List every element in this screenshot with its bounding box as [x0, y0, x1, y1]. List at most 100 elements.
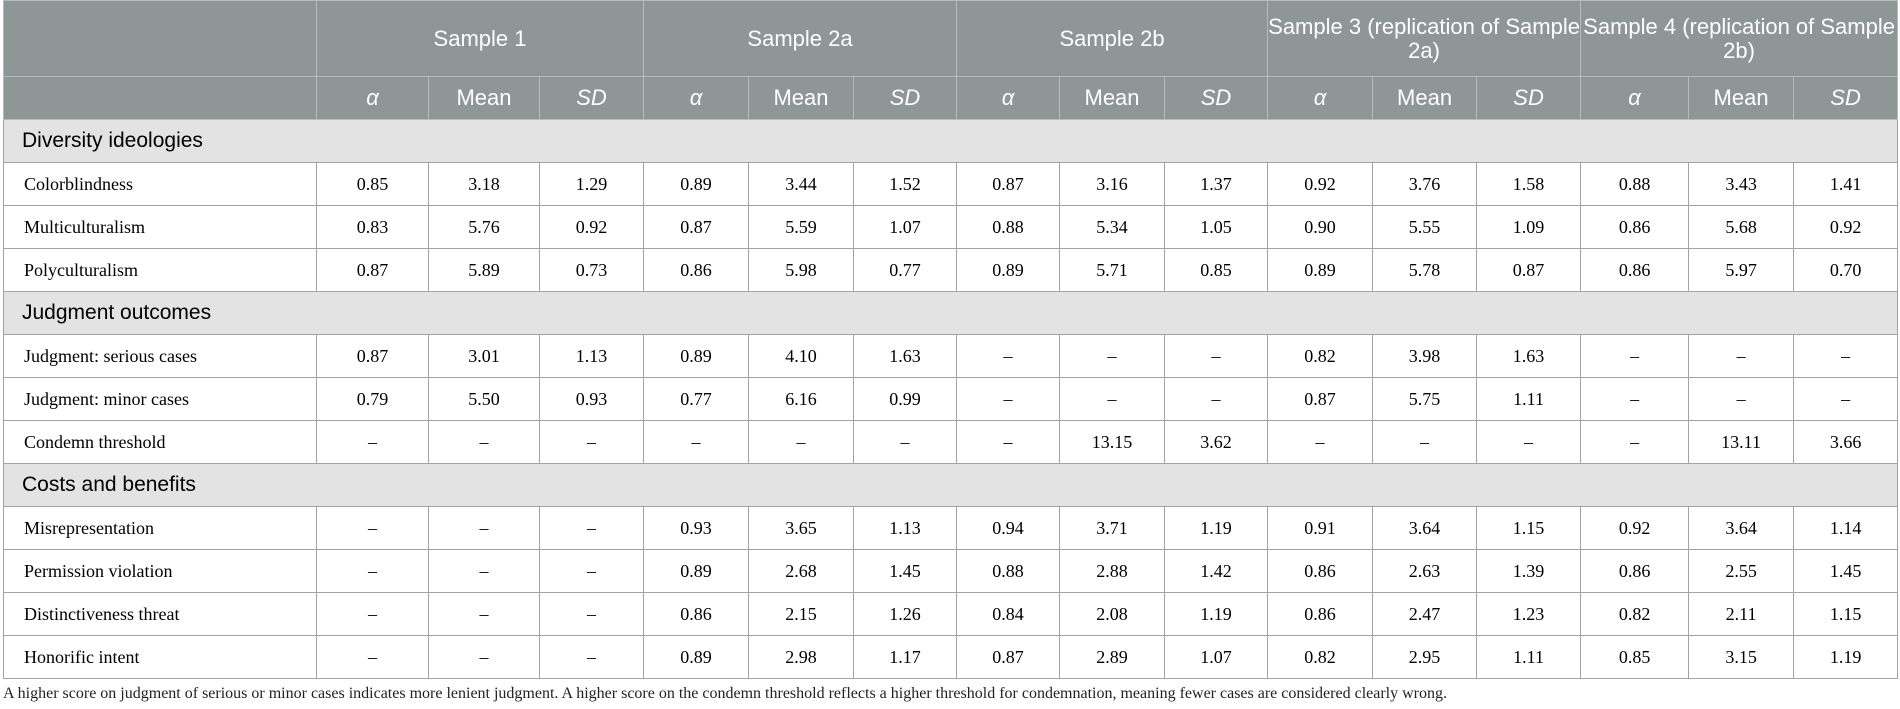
data-row: Polyculturalism 0.87 5.89 0.73 0.86 5.98 0.77 0… — [3, 248, 1899, 292]
cell: 0.87 — [956, 162, 1061, 206]
subheader: α — [316, 76, 429, 120]
cell: 5.76 — [428, 205, 540, 249]
cell: – — [853, 420, 958, 464]
cell: 1.63 — [1476, 334, 1582, 378]
cell: 1.13 — [538, 334, 645, 378]
subheader: SD — [853, 76, 958, 120]
cell: 2.95 — [1372, 635, 1478, 679]
cell: – — [1267, 420, 1374, 464]
cell: – — [538, 549, 645, 593]
subheader: Mean — [1372, 76, 1478, 120]
subheader: α — [1580, 76, 1690, 120]
data-row: Judgment: serious cases 0.87 3.01 1.13 0.89 4… — [3, 334, 1899, 378]
cell: 2.11 — [1688, 592, 1795, 636]
data-row: Multiculturalism 0.83 5.76 0.92 0.87 5.59 1.07… — [3, 205, 1899, 249]
cell: 0.82 — [1267, 635, 1374, 679]
cell: 0.90 — [1267, 205, 1374, 249]
row-label: Judgment: minor cases — [3, 377, 317, 421]
cell: 2.63 — [1372, 549, 1478, 593]
cell: 5.59 — [748, 205, 855, 249]
corner-cell — [3, 76, 317, 120]
cell: – — [428, 592, 540, 636]
cell: 2.55 — [1688, 549, 1795, 593]
row-label: Judgment: serious cases — [3, 334, 317, 378]
cell: 5.34 — [1059, 205, 1166, 249]
cell: – — [428, 506, 540, 550]
row-label: Multiculturalism — [3, 205, 317, 249]
cell: 3.18 — [428, 162, 540, 206]
cell: 5.68 — [1688, 205, 1795, 249]
group-header: Sample 1 — [315, 0, 645, 77]
cell: 0.89 — [643, 334, 750, 378]
cell: 5.89 — [428, 248, 540, 292]
cell: 0.87 — [643, 205, 750, 249]
cell: 5.98 — [748, 248, 855, 292]
cell: 0.86 — [1267, 592, 1374, 636]
cell: 0.92 — [1793, 205, 1899, 249]
cell: 0.79 — [316, 377, 429, 421]
row-label: Distinctiveness threat — [3, 592, 317, 636]
cell: 0.87 — [316, 248, 429, 292]
cell: – — [316, 592, 429, 636]
cell: 0.89 — [643, 549, 750, 593]
cell: 2.89 — [1059, 635, 1166, 679]
cell: – — [1580, 420, 1690, 464]
data-row: Colorblindness 0.85 3.18 1.29 0.89 3.44 1.52 0.… — [3, 162, 1899, 206]
cell: 0.92 — [1267, 162, 1374, 206]
cell: 3.71 — [1059, 506, 1166, 550]
cell: – — [538, 420, 645, 464]
cell: 0.89 — [643, 635, 750, 679]
subheader: SD — [1476, 76, 1582, 120]
cell: 0.70 — [1793, 248, 1899, 292]
cell: 1.58 — [1476, 162, 1582, 206]
cell: 0.87 — [1476, 248, 1582, 292]
cell: 0.86 — [1580, 248, 1690, 292]
cell: 0.99 — [853, 377, 958, 421]
cell: 5.97 — [1688, 248, 1795, 292]
cell: – — [1580, 334, 1690, 378]
group-header: Sample 3 (replication of Sample 2a) — [1267, 0, 1582, 77]
cell: 4.10 — [748, 334, 855, 378]
cell: 0.93 — [643, 506, 750, 550]
cell: 1.05 — [1164, 205, 1269, 249]
cell: 3.44 — [748, 162, 855, 206]
cell: 0.82 — [1580, 592, 1690, 636]
cell: – — [538, 592, 645, 636]
cell: 5.50 — [428, 377, 540, 421]
cell: 1.11 — [1476, 635, 1582, 679]
row-label: Polyculturalism — [3, 248, 317, 292]
cell: – — [316, 549, 429, 593]
cell: 1.45 — [1793, 549, 1899, 593]
cell: 3.98 — [1372, 334, 1478, 378]
cell: 3.66 — [1793, 420, 1899, 464]
subheader: Mean — [748, 76, 855, 120]
data-row: Misrepresentation – – –0.93 3.65 1.13 0.94 3.71… — [3, 506, 1899, 550]
data-row: Permission violation – – –0.89 2.68 1.45 0.88 2… — [3, 549, 1899, 593]
cell: 1.15 — [1476, 506, 1582, 550]
data-table: Sample 1 Sample 2a Sample 2b Sample 3 (repl… — [2, 0, 1899, 679]
cell: 5.78 — [1372, 248, 1478, 292]
cell: 0.88 — [1580, 162, 1690, 206]
section-row: Judgment outcomes — [2, 291, 1899, 335]
cell: 1.07 — [1164, 635, 1269, 679]
subheader: α — [1267, 76, 1374, 120]
cell: 3.43 — [1688, 162, 1795, 206]
cell: 0.88 — [956, 205, 1061, 249]
cell: – — [1793, 334, 1899, 378]
cell: 0.88 — [956, 549, 1061, 593]
cell: 0.87 — [316, 334, 429, 378]
section-title: Judgment outcomes — [2, 291, 1899, 335]
cell: 0.89 — [1267, 248, 1374, 292]
cell: 3.62 — [1164, 420, 1269, 464]
cell: 0.82 — [1267, 334, 1374, 378]
cell: 1.14 — [1793, 506, 1899, 550]
cell: – — [1059, 377, 1166, 421]
cell: 3.64 — [1688, 506, 1795, 550]
cell: – — [1372, 420, 1478, 464]
cell: – — [428, 635, 540, 679]
cell: 1.13 — [853, 506, 958, 550]
cell: – — [1164, 377, 1269, 421]
cell: – — [1580, 377, 1690, 421]
